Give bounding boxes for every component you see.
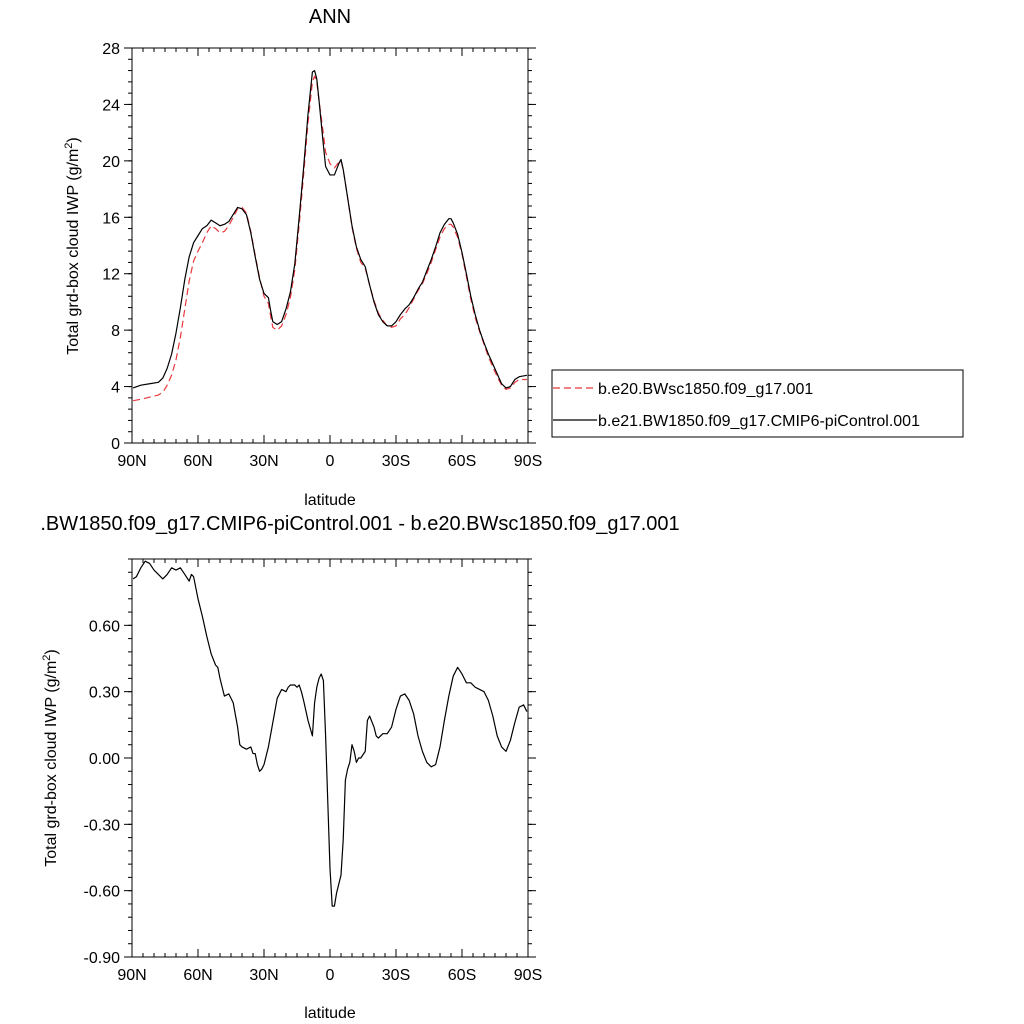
top-y-tick-label: 8	[111, 323, 120, 340]
top-y-tick-label: 20	[102, 154, 120, 171]
top-y-axis-label-close: )	[65, 137, 82, 142]
bottom-panel: .BW1850.f09_g17.CMIP6-piControl.001 - b.…	[40, 513, 679, 1022]
legend-label-series-b: b.e21.BW1850.f09_g17.CMIP6-piControl.001	[598, 413, 920, 430]
bottom-x-tick-label: 30N	[249, 967, 278, 984]
bottom-x-tick-label: 30S	[382, 967, 410, 984]
bottom-x-tick-label: 60N	[183, 967, 212, 984]
top-panel: ANN 90N 60N 30N 0 30S 60S 90S 0 4 8 12 16 20 24 28 lat…	[63, 6, 964, 509]
bottom-x-axis-label: latitude	[304, 1005, 356, 1022]
bottom-x-tick-label: 60S	[448, 967, 476, 984]
legend: b.e20.BWsc1850.f09_g17.001 b.e21.BW1850.…	[551, 369, 964, 438]
top-x-tick-label: 60N	[183, 453, 212, 470]
top-series	[132, 69, 528, 402]
bottom-plot-frame	[131, 558, 529, 958]
top-y-axis-label: Total grd-box cloud IWP (g/m2)	[63, 137, 82, 354]
top-y-tick-label: 0	[111, 436, 120, 453]
top-x-tick-label: 0	[326, 453, 335, 470]
bottom-series-line-0	[132, 560, 528, 907]
top-x-tick-label: 90S	[514, 453, 542, 470]
bottom-y-tick-label: -0.90	[84, 950, 121, 967]
top-x-tick-label: 90N	[117, 453, 146, 470]
top-y-tick-label: 28	[102, 41, 120, 58]
top-y-axis-label-superscript: 2	[63, 143, 75, 149]
bottom-y-tick-label: 0.60	[89, 618, 120, 635]
top-plot-frame	[131, 47, 529, 444]
top-ticks: 90N 60N 30N 0 30S 60S 90S 0 4 8 12 16 20 24 28	[102, 41, 542, 470]
bottom-y-tick-label: 0.30	[89, 685, 120, 702]
bottom-y-tick-label: -0.60	[84, 884, 121, 901]
legend-label-series-a: b.e20.BWsc1850.f09_g17.001	[598, 381, 813, 398]
bottom-y-axis-label-superscript: 2	[41, 655, 53, 661]
top-y-tick-label: 4	[111, 380, 120, 397]
bottom-x-tick-label: 90N	[117, 967, 146, 984]
legend-box	[551, 369, 964, 438]
top-series-line-0	[132, 75, 527, 402]
bottom-x-tick-label: 0	[326, 967, 335, 984]
bottom-y-tick-label: -0.30	[84, 817, 121, 834]
bottom-chart-title: .BW1850.f09_g17.CMIP6-piControl.001 - b.…	[40, 513, 679, 535]
top-y-tick-label: 16	[102, 210, 120, 227]
top-x-tick-label: 30N	[249, 453, 278, 470]
top-y-tick-label: 24	[102, 97, 120, 114]
top-y-tick-label: 12	[102, 267, 120, 284]
top-series-line-1	[132, 69, 528, 389]
top-chart-title: ANN	[309, 6, 351, 28]
bottom-ticks: 90N 60N 30N 0 30S 60S 90S -0.90 -0.60 -0.30 0.00 0.…	[84, 558, 542, 984]
top-x-tick-label: 30S	[382, 453, 410, 470]
bottom-y-tick-label: 0.00	[89, 751, 120, 768]
bottom-x-tick-label: 90S	[514, 967, 542, 984]
bottom-y-axis-label-main: Total grd-box cloud IWP (g/m	[43, 661, 60, 867]
top-x-tick-label: 60S	[448, 453, 476, 470]
bottom-y-axis-label: Total grd-box cloud IWP (g/m2)	[41, 649, 60, 866]
top-y-axis-label-main: Total grd-box cloud IWP (g/m	[65, 149, 82, 355]
bottom-series	[132, 560, 528, 907]
bottom-y-axis-label-close: )	[43, 649, 60, 654]
top-x-axis-label: latitude	[304, 492, 356, 509]
